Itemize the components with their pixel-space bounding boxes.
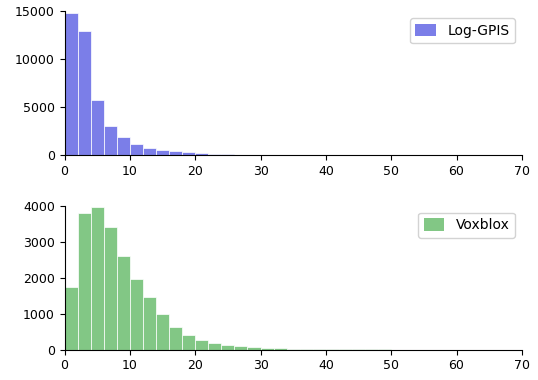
Bar (130, 144, 143, 155)
Bar (287, 348, 300, 350)
Bar (260, 348, 274, 350)
Bar (65, 287, 77, 350)
Bar (182, 335, 195, 350)
Bar (313, 349, 326, 350)
Bar (274, 348, 287, 350)
Legend: Voxblox: Voxblox (418, 213, 515, 238)
Bar (221, 154, 235, 155)
Bar (208, 154, 221, 155)
Bar (235, 346, 247, 350)
Bar (195, 153, 208, 155)
Bar (117, 137, 130, 155)
Bar (104, 125, 117, 155)
Bar (156, 150, 169, 155)
Bar (221, 345, 235, 350)
Bar (195, 340, 208, 350)
Bar (65, 13, 77, 155)
Bar (300, 349, 313, 350)
Bar (156, 314, 169, 350)
Bar (117, 256, 130, 350)
Bar (247, 347, 260, 350)
Bar (91, 100, 104, 155)
Bar (143, 298, 156, 350)
Bar (208, 343, 221, 350)
Bar (130, 279, 143, 350)
Legend: Log-GPIS: Log-GPIS (410, 18, 515, 43)
Bar (77, 213, 91, 350)
Bar (182, 152, 195, 155)
Bar (104, 227, 117, 350)
Bar (143, 148, 156, 155)
Bar (77, 30, 91, 155)
Bar (91, 207, 104, 350)
Bar (169, 327, 182, 350)
Bar (169, 152, 182, 155)
